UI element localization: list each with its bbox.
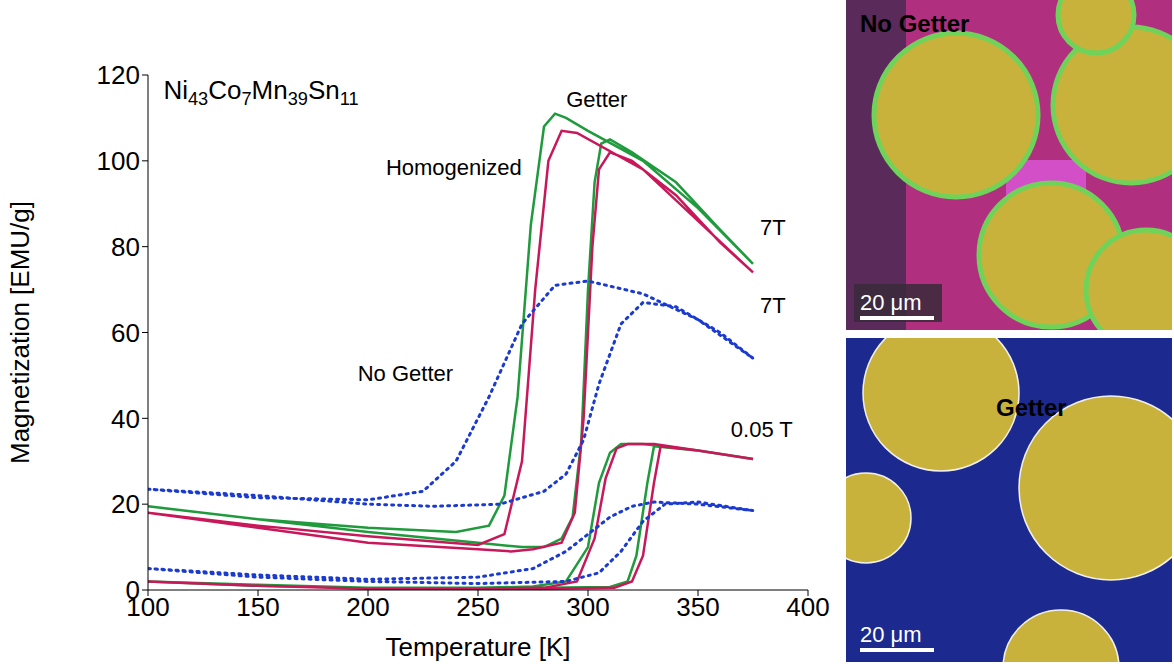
svg-text:20 μm: 20 μm bbox=[860, 622, 922, 647]
svg-text:20 μm: 20 μm bbox=[860, 290, 922, 315]
svg-text:100: 100 bbox=[126, 592, 170, 623]
svg-text:20: 20 bbox=[111, 489, 140, 519]
svg-text:Magnetization [EMU/g]: Magnetization [EMU/g] bbox=[5, 201, 35, 464]
svg-text:No Getter: No Getter bbox=[860, 10, 969, 37]
svg-text:40: 40 bbox=[111, 404, 140, 434]
svg-text:Ni43Co7Mn39Sn11: Ni43Co7Mn39Sn11 bbox=[163, 75, 358, 109]
svg-text:Homogenized: Homogenized bbox=[386, 155, 522, 180]
svg-text:60: 60 bbox=[111, 318, 140, 348]
svg-text:7T: 7T bbox=[760, 215, 786, 240]
svg-text:150: 150 bbox=[236, 592, 279, 622]
svg-text:No Getter: No Getter bbox=[358, 361, 453, 386]
svg-text:Getter: Getter bbox=[566, 87, 627, 112]
svg-text:7T: 7T bbox=[760, 293, 786, 318]
svg-text:200: 200 bbox=[346, 592, 389, 622]
svg-text:100: 100 bbox=[97, 146, 140, 176]
svg-text:300: 300 bbox=[566, 592, 609, 622]
svg-text:400: 400 bbox=[786, 592, 829, 622]
svg-text:0.05 T: 0.05 T bbox=[731, 417, 793, 442]
svg-text:350: 350 bbox=[676, 592, 719, 622]
svg-text:Temperature [K]: Temperature [K] bbox=[386, 632, 571, 662]
svg-text:0: 0 bbox=[126, 575, 140, 605]
svg-text:250: 250 bbox=[456, 592, 499, 622]
svg-text:Getter: Getter bbox=[996, 394, 1067, 421]
svg-text:120: 120 bbox=[97, 60, 140, 90]
svg-text:80: 80 bbox=[111, 232, 140, 262]
